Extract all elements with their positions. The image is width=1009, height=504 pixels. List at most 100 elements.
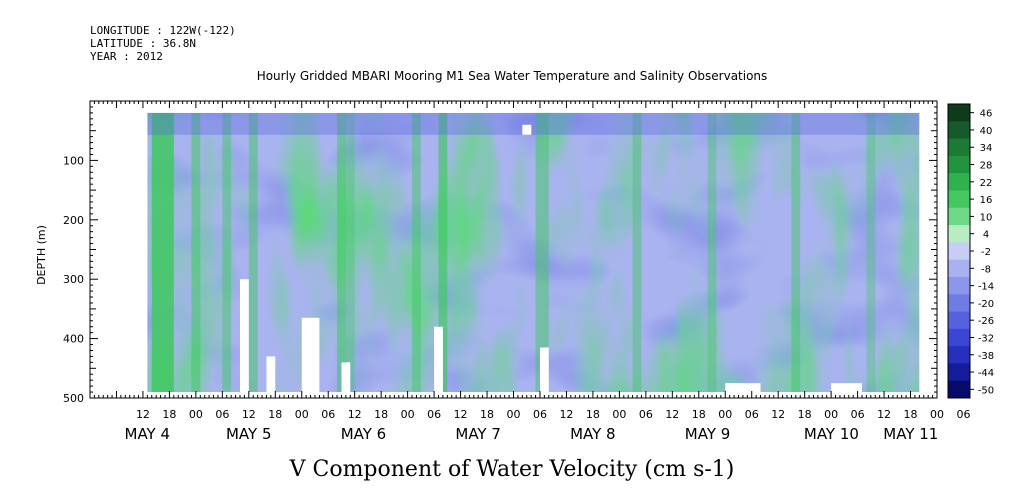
colorbar-label: 22 — [980, 178, 993, 189]
x-hour-label: 12 — [242, 408, 256, 421]
colorbar-label: -50 — [978, 385, 994, 396]
colorbar-label: 40 — [980, 126, 993, 137]
colorbar-label: -38 — [978, 351, 994, 362]
x-hour-label: 06 — [215, 408, 229, 421]
missing-data — [522, 124, 532, 135]
colorbar-label: 16 — [980, 195, 993, 206]
year-label: YEAR : 2012 — [90, 50, 163, 63]
heatmap-streak — [791, 112, 801, 393]
colorbar-label: 34 — [980, 143, 993, 154]
colorbar: 46 40 34 28 22 16 10 4 -2 -8 -14 -20 -26 -32 -38 -44 -50 — [947, 103, 994, 399]
heatmap-streak — [707, 112, 717, 393]
colorbar-swatch — [948, 138, 970, 157]
heatmap-surface-band — [147, 112, 920, 135]
latitude-label: LATITUDE : 36.8N — [90, 37, 196, 50]
missing-data — [539, 347, 549, 393]
x-hour-label: 12 — [665, 408, 679, 421]
heatmap-streak — [248, 112, 258, 393]
missing-data — [341, 362, 351, 393]
x-hour-label: 06 — [427, 408, 441, 421]
y-axis-title: DEPTH (m) — [35, 225, 48, 285]
x-hour-label: 12 — [454, 408, 468, 421]
heatmap-field — [147, 112, 920, 393]
x-hour-label: 06 — [639, 408, 653, 421]
x-hour-label: 06 — [533, 408, 547, 421]
missing-data — [831, 383, 863, 393]
x-hour-label: 00 — [718, 408, 732, 421]
x-day-label: MAY 4 — [125, 425, 171, 443]
colorbar-swatch — [948, 259, 970, 278]
heatmap-streak — [222, 112, 232, 393]
x-hour-label: 18 — [904, 408, 918, 421]
colorbar-label: -8 — [981, 264, 991, 275]
x-hour-label: 18 — [268, 408, 282, 421]
y-tick-label: 300 — [63, 273, 84, 286]
x-day-label: MAY 9 — [685, 425, 731, 443]
colorbar-swatch — [948, 173, 970, 191]
missing-data — [266, 356, 276, 393]
colorbar-swatch — [948, 155, 970, 174]
x-hour-label: 00 — [612, 408, 626, 421]
x-hour-label: 06 — [956, 408, 970, 421]
missing-data — [301, 317, 320, 393]
missing-data — [239, 279, 249, 393]
x-hour-label: 18 — [162, 408, 176, 421]
heatmap-streak — [151, 112, 174, 393]
colorbar-swatch — [948, 190, 970, 209]
x-day-label: MAY 5 — [226, 425, 272, 443]
x-hour-label: 18 — [586, 408, 600, 421]
colorbar-swatch — [948, 294, 970, 313]
x-hour-label: 12 — [348, 408, 362, 421]
missing-data — [725, 383, 761, 393]
colorbar-label: -20 — [978, 299, 994, 310]
x-day-label: MAY 7 — [455, 425, 501, 443]
colorbar-swatch — [948, 346, 970, 364]
heatmap-streak — [412, 112, 421, 393]
x-hour-label: 00 — [507, 408, 521, 421]
heatmap-streak — [632, 112, 642, 393]
x-hour-label: 18 — [798, 408, 812, 421]
colorbar-label: 46 — [980, 109, 993, 120]
heatmap-streak — [191, 112, 201, 393]
colorbar-label: -44 — [978, 368, 994, 379]
missing-data-regions — [239, 124, 863, 393]
x-hour-label: 06 — [851, 408, 865, 421]
colorbar-label: -14 — [978, 282, 994, 293]
x-hour-label: 12 — [877, 408, 891, 421]
x-hour-label: 00 — [189, 408, 203, 421]
x-hour-label: 18 — [692, 408, 706, 421]
x-hour-label: 18 — [374, 408, 388, 421]
colorbar-label: 10 — [980, 212, 993, 223]
colorbar-swatch — [948, 225, 970, 243]
heatmap-streak — [535, 112, 549, 393]
x-day-label: MAY 10 — [804, 425, 859, 443]
x-axis: 12 18 00 06 12 18 00 06 12 18 00 06 12 18 00 06 12 18 00 06… — [89, 101, 970, 443]
colorbar-swatch — [948, 328, 970, 347]
x-day-label: MAY 11 — [883, 425, 938, 443]
y-tick-label: 500 — [63, 392, 84, 405]
x-hour-label: 00 — [824, 408, 838, 421]
x-axis-title: V Component of Water Velocity (cm s-1) — [289, 457, 735, 482]
x-hour-label: 00 — [401, 408, 415, 421]
y-tick-label: 400 — [63, 333, 84, 346]
y-axis: 100 200 300 400 500 — [63, 100, 937, 405]
colorbar-swatch — [948, 363, 970, 382]
heatmap-streak — [337, 112, 346, 393]
y-tick-label: 100 — [63, 154, 84, 167]
x-hour-label: 12 — [136, 408, 150, 421]
colorbar-label: 4 — [983, 230, 989, 241]
x-hour-label: 06 — [745, 408, 759, 421]
colorbar-label: 28 — [980, 161, 993, 172]
heatmap-texture — [147, 112, 920, 393]
colorbar-swatch — [948, 207, 970, 226]
heatmap-streak — [866, 112, 876, 393]
colorbar-label: -26 — [978, 316, 994, 327]
x-hour-label: 06 — [321, 408, 335, 421]
colorbar-swatch — [948, 311, 970, 330]
chart-title: Hourly Gridded MBARI Mooring M1 Sea Wate… — [257, 69, 768, 83]
x-hour-label: 18 — [480, 408, 494, 421]
x-hour-label: 00 — [930, 408, 944, 421]
plot-area — [89, 100, 938, 399]
x-hour-label: 12 — [559, 408, 573, 421]
x-hour-label: 12 — [771, 408, 785, 421]
